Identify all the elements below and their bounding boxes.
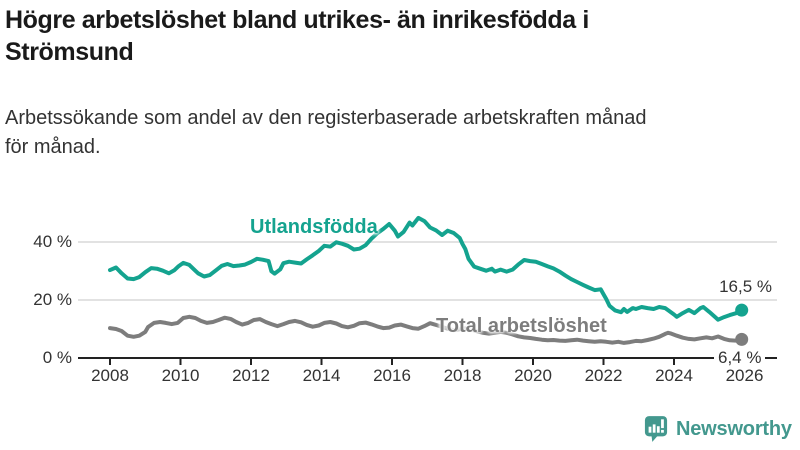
x-axis-tick-label: 2018: [443, 366, 482, 385]
x-axis-ticks: [109, 358, 746, 365]
page-title-line-2: Strömsund: [5, 38, 134, 66]
x-axis-tick-label: 2016: [373, 366, 411, 385]
x-axis-tick-label: 2024: [655, 366, 693, 385]
bar-chart-speech-bubble-icon: [644, 416, 668, 442]
series-label-total-arbetsloshet: Total arbetslöshet: [436, 315, 607, 337]
y-axis-tick-label-0: 0 %: [42, 348, 72, 367]
page-title: Högre arbetslöshet bland utrikes- än inr…: [5, 4, 589, 68]
chart-subtitle: Arbetssökande som andel av den registerb…: [5, 104, 647, 162]
x-axis-tick-label: 2014: [302, 366, 341, 385]
end-value-label-utlandsfodda: 16,5 %: [719, 277, 772, 296]
chart-subtitle-line-2: för månad.: [5, 136, 101, 158]
x-axis-tick-label: 2012: [232, 366, 270, 385]
chart-subtitle-line-1: Arbetssökande som andel av den registerb…: [5, 107, 647, 129]
newsworthy-logo[interactable]: Newsworthy: [644, 415, 792, 443]
series-label-utlandsfodda: Utlandsfödda: [250, 216, 378, 238]
x-axis-tick-label: 2022: [584, 366, 623, 385]
series-line-utlandsfodda: [108, 215, 744, 322]
x-axis-tick-label: 2010: [161, 366, 200, 385]
x-axis-tick-label: 2026: [725, 366, 764, 385]
x-axis-tick-label: 2008: [91, 366, 129, 385]
x-axis-tick-label: 2020: [514, 366, 552, 385]
series-end-dot-total-arbetsloshet: [735, 332, 749, 346]
gridlines: [78, 241, 777, 301]
newsworthy-brand-name: Newsworthy: [676, 417, 792, 440]
y-axis-tick-label-40: 40 %: [33, 232, 72, 251]
series-end-dot-utlandsfodda: [735, 303, 749, 317]
page-title-line-1: Högre arbetslöshet bland utrikes- än inr…: [5, 6, 589, 34]
y-axis-tick-label-20: 20 %: [33, 290, 72, 309]
series-line-total-arbetsloshet: [108, 314, 744, 345]
end-value-label-total-arbetsloshet: 6,4 %: [714, 348, 766, 368]
